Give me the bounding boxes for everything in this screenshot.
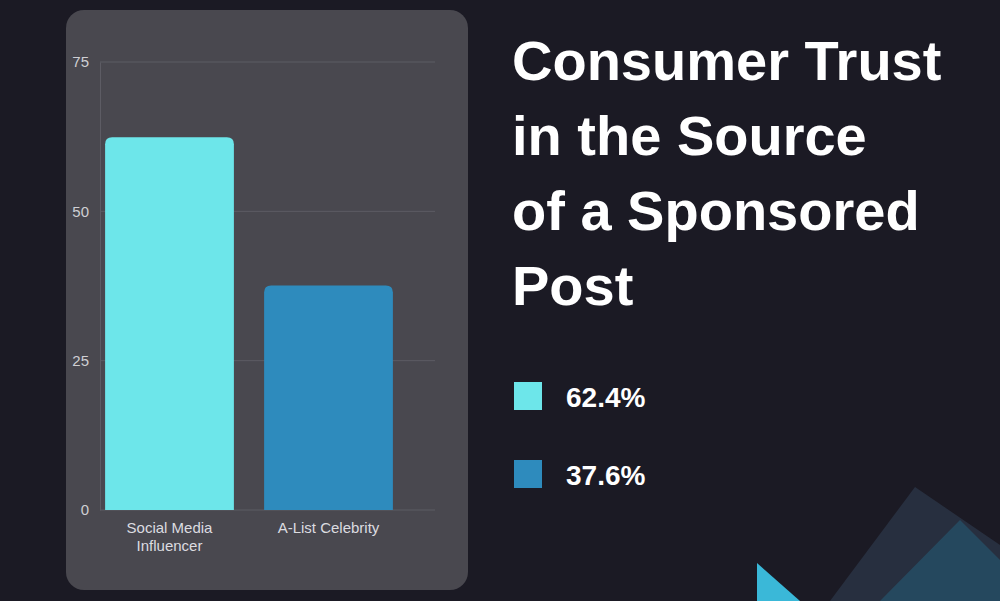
- chart-svg: 0 25 50 75 Social MediaInfluencer A-List Cele…: [0, 0, 1000, 601]
- y-axis: 0 25 50 75: [72, 53, 100, 518]
- chart-panel: [66, 10, 468, 590]
- legend-label: 62.4%: [566, 382, 645, 413]
- y-tick: 0: [81, 501, 100, 518]
- y-tick-label: 0: [81, 501, 89, 518]
- title-line: Consumer Trust: [512, 29, 941, 92]
- x-tick: A-List Celebrity: [278, 510, 380, 536]
- y-tick-label: 75: [72, 53, 89, 70]
- x-tick: Social MediaInfluencer: [127, 510, 214, 554]
- bar: [105, 137, 234, 510]
- title-line: Post: [512, 254, 633, 317]
- background: [0, 0, 1000, 601]
- x-axis: Social MediaInfluencer A-List Celebrity: [127, 510, 380, 554]
- bar: [264, 285, 393, 510]
- x-tick-label-line: Social Media: [127, 519, 214, 536]
- decor-shape: [830, 487, 1000, 601]
- y-tick: 75: [72, 53, 100, 70]
- bars: [105, 137, 393, 510]
- y-tick-label: 50: [72, 203, 89, 220]
- x-tick-label: Social MediaInfluencer: [127, 519, 214, 555]
- grid-line: [100, 62, 435, 63]
- legend: 62.4% 37.6%: [514, 382, 645, 491]
- legend-label: 37.6%: [566, 460, 645, 491]
- x-tick-label-line: Influencer: [137, 537, 203, 554]
- y-tick: 50: [72, 203, 100, 220]
- chart-container: 0 25 50 75 Social MediaInfluencer A-List Cele…: [0, 0, 1000, 601]
- decoration: [757, 487, 1000, 601]
- y-axis-line: [100, 63, 101, 511]
- legend-swatch: [514, 382, 542, 410]
- x-tick-label: A-List Celebrity: [278, 519, 380, 536]
- title-line: of a Sponsored: [512, 179, 920, 242]
- x-tick-label-line: A-List Celebrity: [278, 519, 380, 536]
- legend-swatch: [514, 460, 542, 488]
- decor-shape: [880, 520, 1000, 601]
- title-line: in the Source: [512, 104, 867, 167]
- title: Consumer Trust in the Source of a Sponsore…: [512, 29, 941, 317]
- y-tick: 25: [72, 352, 100, 369]
- decor-shape: [757, 563, 800, 601]
- y-tick-label: 25: [72, 352, 89, 369]
- grid: [100, 62, 435, 510]
